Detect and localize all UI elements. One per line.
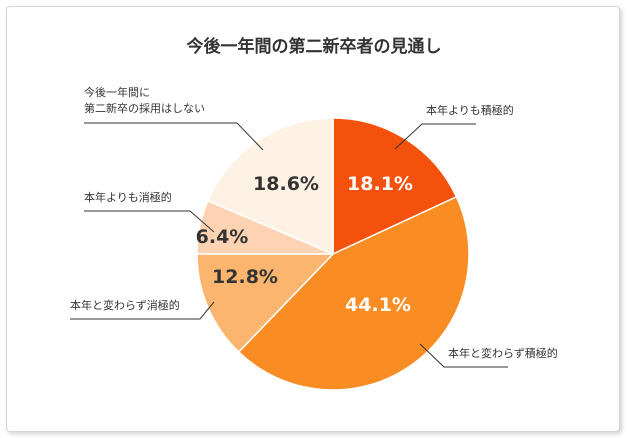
chart-title: 今後一年間の第二新卒者の見通し (187, 36, 442, 57)
slice-percent-label: 18.6% (253, 173, 319, 195)
slice-category-label: 本年と変わらず消極的 (70, 298, 180, 312)
slice-percent-label: 6.4% (196, 226, 249, 248)
leader-line (70, 301, 215, 320)
slice-category-label: 本年よりも消極的 (84, 190, 172, 204)
slice-percent-label: 44.1% (345, 294, 411, 316)
slice-category-label: 今後一年間に第二新卒の採用はしない (84, 85, 205, 115)
slice-category-label: 本年と変わらず積極的 (448, 346, 558, 360)
leader-line (84, 210, 215, 233)
leader-line (419, 343, 508, 368)
slice-category-label: 本年よりも積極的 (426, 103, 514, 117)
leader-line (84, 122, 264, 151)
pie-slice-2 (237, 195, 470, 391)
pie-slice-3 (196, 253, 335, 354)
slice-percent-label: 12.8% (212, 266, 278, 288)
slice-percent-label: 18.1% (347, 173, 413, 195)
pie-slice-1 (332, 117, 458, 256)
pie-slice-5 (206, 117, 334, 256)
leader-line (394, 123, 476, 150)
